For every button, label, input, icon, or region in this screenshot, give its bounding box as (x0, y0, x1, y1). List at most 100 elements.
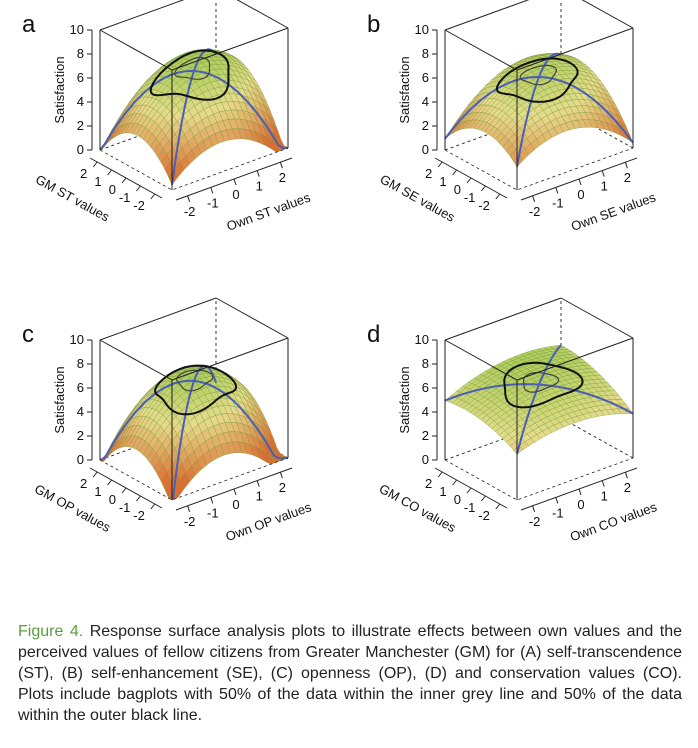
z-tick-label: 4 (77, 94, 84, 109)
x-tick (532, 505, 536, 512)
y-tick (466, 487, 472, 494)
x-tick-label: -2 (184, 204, 196, 219)
z-tick-label: 8 (422, 46, 429, 61)
y-tick (121, 487, 127, 494)
box-top-edge (99, 297, 217, 341)
x-tick-label: -1 (207, 195, 219, 210)
z-tick-label: 8 (77, 46, 84, 61)
z-tick-label: 2 (422, 428, 429, 443)
y-tick (452, 479, 457, 486)
x-tick (256, 170, 260, 177)
y-tick (437, 161, 443, 168)
figure-caption: Figure 4. Response surface analysis plot… (18, 621, 682, 726)
x-tick-label: 1 (601, 489, 608, 504)
z-tick-label: 4 (422, 94, 429, 109)
y-tick-label: -2 (478, 508, 490, 523)
y-tick (437, 471, 443, 478)
box-top-edge (215, 297, 289, 339)
z-tick-label: 6 (77, 70, 84, 85)
x-tick-label: 1 (601, 179, 608, 194)
x-tick (187, 195, 191, 202)
y-tick (150, 193, 156, 200)
x-tick (555, 187, 559, 194)
box-top-edge (560, 297, 634, 339)
y-tick-label: -2 (478, 198, 490, 213)
y-tick (452, 169, 457, 176)
caption-text: Response surface analysis plots to illus… (18, 623, 683, 724)
y-tick-label: 0 (109, 492, 116, 507)
y-tick (92, 471, 98, 478)
y-tick (466, 177, 472, 184)
x-tick-label: 2 (279, 480, 286, 495)
z-tick-label: 6 (422, 70, 429, 85)
box-top-edge (444, 297, 562, 341)
z-tick-label: 8 (422, 356, 429, 371)
box-top-edge (516, 337, 634, 381)
x-tick (578, 178, 582, 186)
z-tick-label: 10 (415, 332, 429, 347)
box-top-edge (171, 337, 289, 381)
bagplot-inner-line (176, 369, 214, 392)
z-tick-label: 2 (422, 118, 429, 133)
x-tick (233, 178, 237, 186)
x-tick (279, 162, 283, 169)
y-tick (107, 479, 112, 486)
line-of-incongruence (99, 379, 289, 461)
z-tick-label: 0 (422, 142, 429, 157)
x-tick-label: 2 (624, 170, 631, 185)
y-tick-label: -2 (133, 508, 145, 523)
bagplot-inner-line (519, 64, 558, 86)
y-tick-label: 1 (94, 174, 101, 189)
bagplot-outer-line (149, 49, 230, 101)
y-tick (150, 503, 156, 510)
y-tick-label: 0 (454, 182, 461, 197)
x-tick-label: -2 (529, 204, 541, 219)
z-axis-title: Satisfaction (397, 56, 412, 123)
z-tick-label: 4 (422, 404, 429, 419)
y-tick-label: -1 (119, 190, 131, 205)
bagplot-inner-line (523, 371, 560, 393)
x-tick-label: 0 (577, 497, 584, 512)
x-tick-label: -1 (552, 195, 564, 210)
x-tick-label: 0 (232, 187, 239, 202)
box-floor-front (444, 457, 634, 501)
x-tick-label: 0 (577, 187, 584, 202)
y-tick-label: 2 (80, 476, 87, 491)
y-tick-label: 2 (80, 166, 87, 181)
x-tick-label: -2 (184, 514, 196, 529)
x-tick-label: 2 (624, 480, 631, 495)
box-back-edge (560, 417, 634, 459)
response-surface (444, 53, 634, 168)
x-tick-label: 1 (256, 179, 263, 194)
box-top-edge (99, 0, 185, 31)
box-top-edge (581, 0, 634, 29)
y-tick (136, 185, 141, 192)
y-tick-label: 0 (109, 182, 116, 197)
panel-letter: d (367, 321, 380, 348)
y-tick (495, 503, 501, 510)
y-tick-label: -1 (464, 190, 476, 205)
box-top-edge (171, 27, 289, 71)
z-axis: 0 2 4 6 8 10 Satisfaction (397, 22, 438, 157)
y-tick-label: 1 (94, 484, 101, 499)
y-tick (107, 169, 112, 176)
y-tick-label: 0 (454, 492, 461, 507)
bagplot-outer-line (495, 57, 579, 103)
box-top-edge (444, 29, 518, 71)
z-tick-label: 0 (77, 452, 84, 467)
y-tick (495, 193, 501, 200)
line-of-incongruence (444, 75, 634, 144)
z-tick-label: 2 (77, 428, 84, 443)
z-tick-label: 6 (77, 380, 84, 395)
x-tick-label: 0 (232, 497, 239, 512)
